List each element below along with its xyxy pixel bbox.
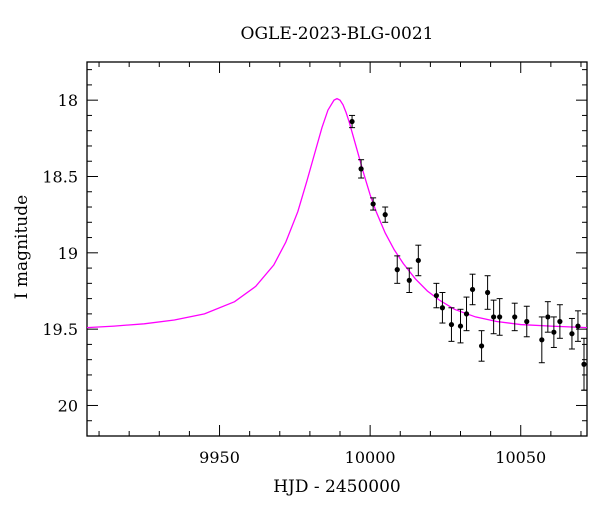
data-point <box>382 212 388 218</box>
data-point <box>463 311 470 317</box>
model-curve <box>86 97 588 329</box>
data-point <box>469 286 476 293</box>
data-point <box>551 329 557 335</box>
data-point <box>557 318 563 325</box>
data-point <box>457 323 464 329</box>
data-point <box>358 166 364 172</box>
data-point <box>415 257 421 264</box>
y-tick-label: 20 <box>58 396 78 415</box>
y-tick-label: 18.5 <box>42 167 78 186</box>
y-tick-label: 19.5 <box>42 320 78 339</box>
data-point <box>524 318 530 325</box>
data-point <box>581 361 587 367</box>
x-tick-label: 10000 <box>345 448 396 467</box>
y-tick-label: 18 <box>58 91 78 110</box>
y-axis-title: I magnitude <box>12 195 32 299</box>
data-point <box>545 314 551 320</box>
data-point <box>491 314 497 320</box>
data-point <box>439 305 446 311</box>
data-point <box>497 314 503 320</box>
x-tick-label: 10050 <box>495 448 546 467</box>
data-point <box>394 267 400 273</box>
chart-title: OGLE-2023-BLG-0021 <box>241 24 434 44</box>
data-point <box>485 289 491 296</box>
data-point <box>478 343 485 349</box>
y-tick-label: 19 <box>58 244 78 263</box>
data-point <box>448 321 455 328</box>
data-point <box>406 277 412 283</box>
data-point <box>433 292 439 299</box>
plot-area: 9950 10000 10050 18 18.5 19 19.5 20 <box>42 61 588 467</box>
x-tick-label: 9950 <box>199 448 240 467</box>
data-point <box>370 201 376 207</box>
data-point <box>349 118 355 125</box>
data-point <box>569 331 575 337</box>
data-point <box>512 314 518 320</box>
x-axis-title: HJD - 2450000 <box>273 477 401 497</box>
data-point <box>575 323 581 329</box>
data-point <box>539 337 545 343</box>
plot-frame <box>86 61 588 437</box>
